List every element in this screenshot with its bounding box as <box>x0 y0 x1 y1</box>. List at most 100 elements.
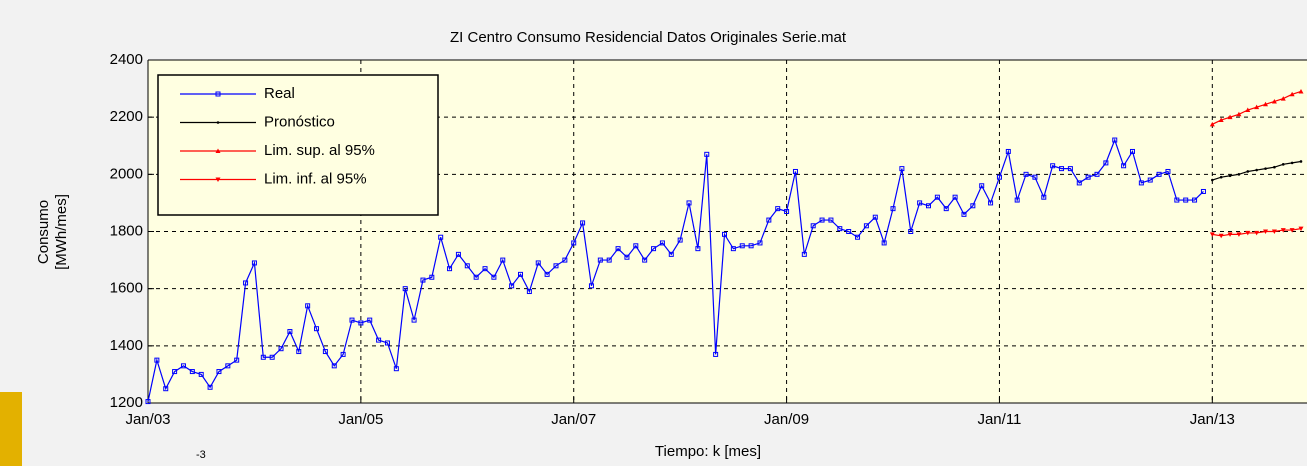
marker <box>588 283 594 289</box>
marker <box>899 166 905 172</box>
marker <box>215 148 221 153</box>
marker <box>1263 229 1269 234</box>
marker <box>500 257 506 263</box>
marker <box>1005 148 1011 154</box>
marker <box>429 274 435 280</box>
marker <box>322 349 328 355</box>
marker <box>651 246 657 252</box>
marker <box>172 369 178 375</box>
marker <box>1245 107 1251 113</box>
marker <box>473 274 479 280</box>
marker <box>801 251 807 257</box>
chart-title: ZI Centro Consumo Residencial Datos Orig… <box>450 29 847 46</box>
y-axis-label: Consumo <box>35 200 52 264</box>
marker <box>447 266 453 272</box>
marker <box>1290 161 1294 165</box>
marker <box>1264 167 1267 170</box>
marker <box>1254 230 1260 236</box>
marker <box>686 200 692 206</box>
marker <box>970 203 976 209</box>
marker <box>411 317 417 323</box>
marker <box>154 357 160 363</box>
marker <box>713 351 719 357</box>
marker <box>606 257 612 263</box>
marker <box>1218 117 1224 123</box>
marker <box>1067 166 1073 172</box>
marker <box>668 251 674 257</box>
marker <box>420 277 426 283</box>
marker <box>1076 180 1082 186</box>
marker <box>943 206 949 212</box>
marker <box>491 274 497 280</box>
marker <box>730 246 736 252</box>
marker <box>340 351 346 357</box>
marker <box>1273 165 1276 169</box>
x-tick-label: Jan/03 <box>125 411 170 428</box>
marker <box>180 363 186 369</box>
marker <box>482 266 488 272</box>
series-line <box>147 138 1204 402</box>
marker <box>402 286 408 292</box>
marker <box>1059 166 1065 172</box>
marker <box>1289 91 1295 97</box>
marker <box>1209 232 1215 237</box>
marker <box>163 386 169 392</box>
marker <box>553 263 559 269</box>
marker <box>1236 232 1242 237</box>
marker <box>1227 232 1233 237</box>
marker <box>1280 96 1286 101</box>
marker <box>464 263 470 269</box>
marker <box>1209 121 1215 127</box>
marker <box>1254 104 1260 110</box>
marker <box>1165 168 1171 174</box>
marker <box>748 243 754 249</box>
marker <box>1228 174 1232 178</box>
y-tick-label: 2000 <box>110 165 143 182</box>
marker <box>1219 175 1223 179</box>
marker <box>287 329 293 335</box>
marker <box>509 283 515 289</box>
marker <box>278 346 284 352</box>
marker <box>189 369 195 375</box>
marker <box>961 211 967 217</box>
marker <box>331 363 337 369</box>
marker <box>216 121 220 124</box>
marker <box>349 317 355 323</box>
y-tick-label: 2200 <box>110 108 143 125</box>
y-tick-label: 1200 <box>110 394 143 411</box>
marker <box>251 260 257 266</box>
marker <box>1032 174 1038 180</box>
legend-box <box>157 74 439 216</box>
marker <box>695 246 701 252</box>
y-tick-label: 1400 <box>110 337 143 354</box>
marker <box>260 354 266 360</box>
marker <box>269 354 275 360</box>
marker <box>1174 197 1180 203</box>
marker <box>1271 98 1277 104</box>
marker <box>739 243 745 249</box>
marker <box>917 200 923 206</box>
marker <box>215 177 221 182</box>
marker <box>615 246 621 252</box>
marker <box>1298 226 1304 232</box>
marker <box>198 371 204 377</box>
marker <box>1041 194 1047 200</box>
marker <box>1255 168 1258 172</box>
y-tick-label: 1600 <box>110 280 143 297</box>
marker <box>890 206 896 212</box>
marker <box>1211 178 1214 182</box>
marker <box>1271 229 1277 234</box>
marker <box>358 320 364 326</box>
marker <box>775 206 781 212</box>
marker <box>215 91 221 97</box>
legend-label: Lim. inf. al 95% <box>264 170 367 187</box>
marker <box>1014 197 1020 203</box>
marker <box>633 243 639 249</box>
marker <box>1192 197 1198 203</box>
marker <box>562 257 568 263</box>
x-axis-label: Tiempo: k [mes] <box>655 443 761 460</box>
legend-label: Real <box>264 85 295 102</box>
marker <box>1227 114 1233 120</box>
marker <box>659 240 665 246</box>
